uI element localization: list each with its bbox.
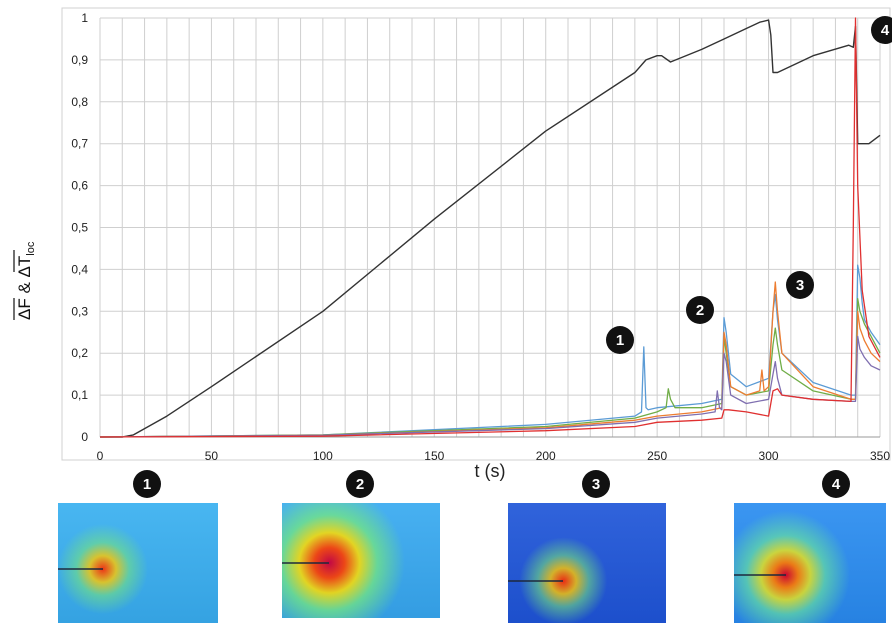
event-marker: 1 [606,326,634,354]
thumbnail-marker-label: 1 [143,476,151,493]
thumbnail-marker-circle [822,470,850,498]
y-axis-label: ΔF & ΔTloc [6,120,40,340]
probe-wire [734,574,786,576]
y-tick-label: 0,3 [71,304,88,318]
thumbnail-marker-circle [582,470,610,498]
marker-circle [786,271,814,299]
thumbnail-marker-label: 3 [592,476,600,493]
marker-circle [871,16,892,44]
y-tick-label: 1 [81,11,88,25]
series-line [100,19,881,438]
y-label-delta-f: ΔF [15,298,34,320]
probe-wire [508,580,564,582]
thumbnail-marker-label: 2 [356,476,364,493]
thermal-image-4 [734,503,886,623]
thermal-image-1 [58,503,218,623]
series-line [99,335,881,438]
probe-wire [58,568,103,570]
thumbnail-marker-circle [346,470,374,498]
x-tick-label: 350 [870,449,890,463]
probe-wire [282,561,330,564]
y-label-sub: loc [25,241,37,256]
y-label-delta-t: ΔT [15,256,34,278]
event-marker: 3 [786,271,814,299]
y-tick-labels: 0 0,1 0,2 0,3 0,4 0,5 0,6 0,7 0,8 0,9 1 [71,11,88,444]
y-tick-label: 0,7 [71,137,88,151]
thumbnail-marker-label: 4 [832,476,841,493]
x-tick-label: 50 [205,449,219,463]
y-tick-label: 0,1 [71,388,88,402]
marker-label: 4 [881,22,890,39]
marker-circle [686,296,714,324]
grid-lines [61,7,891,461]
x-axis-label: t (s) [475,461,506,481]
thumbnail-markers: 1 2 3 4 [133,470,850,498]
y-tick-label: 0,2 [71,346,88,360]
marker-circle [606,326,634,354]
x-tick-label: 150 [424,449,444,463]
y-tick-label: 0,5 [71,221,88,235]
marker-label: 1 [616,332,624,349]
x-tick-label: 300 [759,449,779,463]
thumbnail-marker-circle [133,470,161,498]
series-lines [99,17,881,438]
event-marker: 2 [686,296,714,324]
series-line [99,264,881,438]
y-tick-label: 0,9 [71,53,88,67]
thermal-image-2 [282,503,440,618]
y-label-amp: & [15,277,34,298]
y-tick-label: 0 [81,430,88,444]
y-tick-label: 0,8 [71,95,88,109]
event-markers: 1 2 3 4 [606,16,892,354]
x-tick-label: 100 [313,449,333,463]
thermal-image-3 [508,503,666,623]
x-tick-labels: 0 50 100 150 200 250 300 350 [97,449,891,463]
x-tick-label: 250 [647,449,667,463]
x-tick-label: 0 [97,449,104,463]
event-marker: 4 [871,16,892,44]
x-tick-label: 200 [536,449,556,463]
svg-text:ΔF & ΔTloc: ΔF & ΔTloc [15,241,37,320]
series-line [99,17,881,438]
y-tick-label: 0,6 [71,179,88,193]
marker-label: 3 [796,277,804,294]
marker-label: 2 [696,302,704,319]
y-tick-label: 0,4 [71,262,88,276]
